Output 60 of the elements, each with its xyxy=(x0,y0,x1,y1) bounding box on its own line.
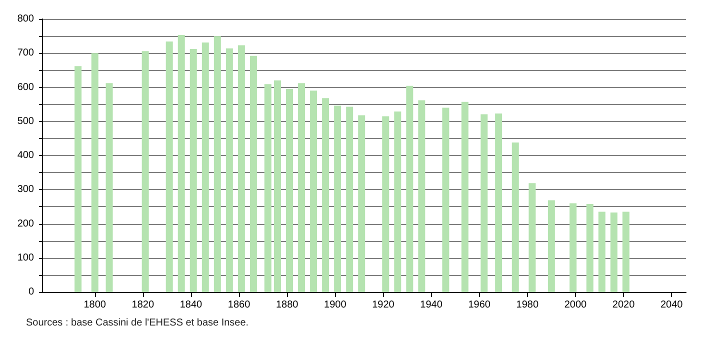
x-tick-label: 2020 xyxy=(612,300,636,310)
bar xyxy=(461,102,468,292)
x-tick-label: 1800 xyxy=(84,300,106,310)
bar xyxy=(570,203,577,292)
bar xyxy=(91,53,98,292)
bar xyxy=(322,98,330,292)
x-tick-label: 2040 xyxy=(660,300,684,310)
x-tick-label: 1840 xyxy=(180,300,203,310)
bar xyxy=(178,35,185,292)
bar xyxy=(264,84,272,292)
bar xyxy=(334,106,342,292)
bar xyxy=(238,45,245,292)
y-tick-label: 400 xyxy=(17,150,34,161)
bar xyxy=(528,183,536,292)
x-tick-label: 1860 xyxy=(228,300,251,310)
bar xyxy=(214,36,221,292)
bar xyxy=(226,48,233,292)
bar xyxy=(382,116,390,292)
bar xyxy=(394,111,402,292)
x-tick-label: 1920 xyxy=(372,300,395,310)
bar xyxy=(610,212,618,292)
bar xyxy=(298,83,306,292)
bar xyxy=(166,42,173,292)
y-tick-label: 500 xyxy=(17,116,34,127)
y-tick-label: 300 xyxy=(17,184,34,196)
bar xyxy=(598,212,606,292)
bar xyxy=(202,42,209,292)
bar xyxy=(548,200,555,292)
bar xyxy=(74,66,82,292)
x-tick-label: 1880 xyxy=(276,300,299,310)
bar xyxy=(622,212,630,292)
y-tick-label: 0 xyxy=(28,286,34,298)
bar xyxy=(406,86,414,292)
x-tick-label: 1980 xyxy=(516,300,539,310)
y-tick-label: 700 xyxy=(17,48,34,59)
bar xyxy=(418,100,426,292)
bar xyxy=(250,56,257,292)
bar xyxy=(286,88,294,292)
x-tick-label: 1900 xyxy=(324,300,347,310)
y-tick-label: 200 xyxy=(17,218,34,230)
y-tick-label: 600 xyxy=(17,82,34,93)
bar xyxy=(480,114,488,292)
bar xyxy=(358,115,366,292)
x-tick-label: 1960 xyxy=(468,300,491,310)
x-tick-label: 1820 xyxy=(132,300,154,310)
bar xyxy=(495,114,502,292)
x-tick-label: 2000 xyxy=(564,300,588,310)
bar xyxy=(346,106,354,292)
bar xyxy=(142,51,149,292)
bar xyxy=(442,108,450,292)
bar xyxy=(190,49,197,292)
bar xyxy=(310,90,318,292)
source-note: Sources : base Cassini de l'EHESS et base Insee. xyxy=(26,318,249,328)
y-tick-label: 100 xyxy=(17,252,34,264)
bar xyxy=(274,80,281,292)
y-tick-label: 800 xyxy=(17,14,34,24)
bar xyxy=(106,83,113,292)
x-tick-label: 1940 xyxy=(420,300,443,310)
bar xyxy=(512,142,519,292)
bar xyxy=(586,204,594,292)
